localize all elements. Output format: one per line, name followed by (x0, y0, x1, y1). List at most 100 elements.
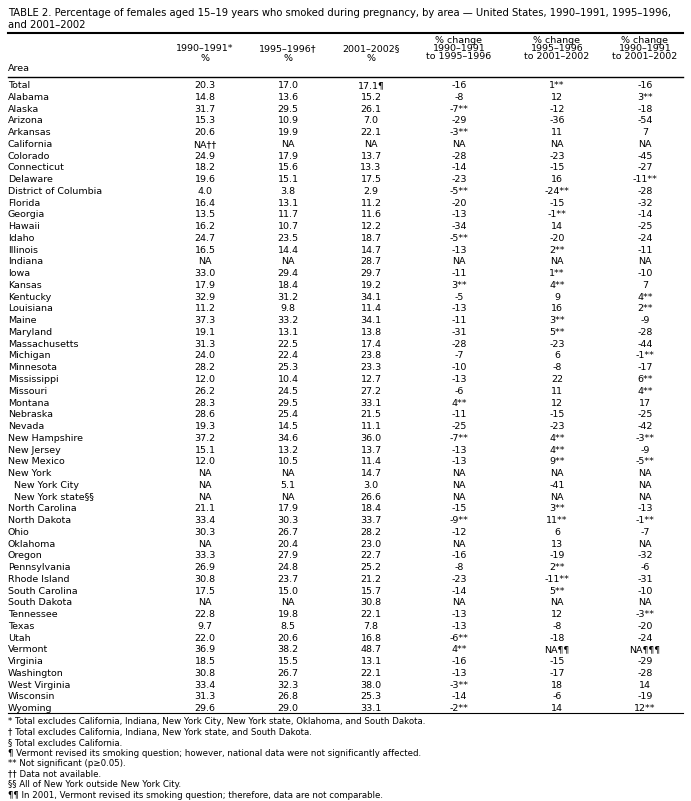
Text: Texas: Texas (8, 622, 35, 631)
Text: -7**: -7** (450, 104, 468, 114)
Text: -25: -25 (451, 422, 466, 431)
Text: NA: NA (452, 493, 466, 501)
Text: ** Not significant (p≥0.05).: ** Not significant (p≥0.05). (8, 759, 126, 768)
Text: Missouri: Missouri (8, 387, 47, 396)
Text: -11**: -11** (545, 575, 569, 584)
Text: -1**: -1** (636, 516, 654, 525)
Text: NA: NA (452, 540, 466, 549)
Text: 1**: 1** (549, 81, 565, 90)
Text: NA: NA (550, 257, 564, 267)
Text: -7: -7 (641, 528, 650, 537)
Text: 33.0: 33.0 (194, 269, 216, 278)
Text: 17.9: 17.9 (194, 281, 216, 290)
Text: 16.5: 16.5 (194, 246, 216, 255)
Text: 4**: 4** (451, 646, 466, 654)
Text: -13: -13 (451, 304, 466, 313)
Text: Kansas: Kansas (8, 281, 41, 290)
Text: 15.0: 15.0 (278, 586, 299, 596)
Text: -15: -15 (451, 505, 466, 513)
Text: -27: -27 (637, 163, 653, 172)
Text: NA: NA (638, 140, 652, 149)
Text: 3**: 3** (451, 281, 467, 290)
Text: 14.7: 14.7 (361, 246, 381, 255)
Text: -13: -13 (451, 622, 466, 631)
Text: 13.8: 13.8 (361, 328, 381, 337)
Text: District of Columbia: District of Columbia (8, 187, 102, 195)
Text: 19.8: 19.8 (278, 610, 299, 619)
Text: -10: -10 (637, 586, 653, 596)
Text: 23.8: 23.8 (361, 352, 381, 360)
Text: 17.5: 17.5 (194, 586, 216, 596)
Text: 15.7: 15.7 (361, 586, 381, 596)
Text: 17.5: 17.5 (361, 175, 381, 184)
Text: -25: -25 (637, 222, 653, 231)
Text: 20.6: 20.6 (278, 634, 299, 642)
Text: † Total excludes California, Indiana, New York state, and South Dakota.: † Total excludes California, Indiana, Ne… (8, 727, 312, 736)
Text: -9: -9 (641, 316, 650, 325)
Text: 28.2: 28.2 (194, 363, 216, 372)
Text: NA: NA (364, 140, 378, 149)
Text: 11.1: 11.1 (361, 422, 381, 431)
Text: Total: Total (8, 81, 30, 90)
Text: 11.4: 11.4 (361, 457, 381, 466)
Text: 37.3: 37.3 (194, 316, 216, 325)
Text: 12.2: 12.2 (361, 222, 381, 231)
Text: 14.8: 14.8 (194, 93, 216, 102)
Text: 21.1: 21.1 (194, 505, 216, 513)
Text: -24: -24 (637, 234, 653, 243)
Text: NA: NA (198, 481, 211, 490)
Text: Mississippi: Mississippi (8, 375, 59, 384)
Text: 19.6: 19.6 (194, 175, 216, 184)
Text: 9: 9 (554, 292, 560, 302)
Text: Tennessee: Tennessee (8, 610, 57, 619)
Text: Area: Area (8, 64, 30, 73)
Text: 26.1: 26.1 (361, 104, 381, 114)
Text: -6: -6 (552, 693, 562, 702)
Text: Hawaii: Hawaii (8, 222, 40, 231)
Text: -19: -19 (549, 551, 565, 561)
Text: Montana: Montana (8, 399, 49, 408)
Text: -3**: -3** (450, 128, 468, 137)
Text: -13: -13 (451, 211, 466, 219)
Text: Nebraska: Nebraska (8, 410, 53, 419)
Text: California: California (8, 140, 53, 149)
Text: NA¶¶¶: NA¶¶¶ (630, 646, 661, 654)
Text: 30.3: 30.3 (277, 516, 299, 525)
Text: TABLE 2. Percentage of females aged 15–19 years who smoked during pregnancy, by : TABLE 2. Percentage of females aged 15–1… (8, 8, 671, 18)
Text: 26.9: 26.9 (194, 563, 216, 572)
Text: -15: -15 (549, 199, 565, 207)
Text: 11.7: 11.7 (278, 211, 299, 219)
Text: Washington: Washington (8, 669, 64, 678)
Text: 38.2: 38.2 (278, 646, 299, 654)
Text: 19.9: 19.9 (278, 128, 299, 137)
Text: NA¶¶: NA¶¶ (545, 646, 569, 654)
Text: 15.3: 15.3 (194, 116, 216, 125)
Text: -31: -31 (451, 328, 466, 337)
Text: -6: -6 (641, 563, 650, 572)
Text: -20: -20 (637, 622, 653, 631)
Text: § Total excludes California.: § Total excludes California. (8, 738, 122, 747)
Text: 30.8: 30.8 (194, 575, 216, 584)
Text: -12: -12 (451, 528, 466, 537)
Text: 10.4: 10.4 (278, 375, 299, 384)
Text: -42: -42 (637, 422, 653, 431)
Text: 15.5: 15.5 (278, 657, 299, 666)
Text: 21.2: 21.2 (361, 575, 381, 584)
Text: 22.1: 22.1 (361, 128, 381, 137)
Text: 18.2: 18.2 (194, 163, 216, 172)
Text: -34: -34 (451, 222, 466, 231)
Text: NA: NA (452, 598, 466, 607)
Text: New Mexico: New Mexico (8, 457, 65, 466)
Text: 13.6: 13.6 (278, 93, 299, 102)
Text: -23: -23 (549, 151, 565, 160)
Text: and 2001–2002: and 2001–2002 (8, 20, 86, 30)
Text: -32: -32 (637, 199, 653, 207)
Text: 32.9: 32.9 (194, 292, 216, 302)
Text: 18.4: 18.4 (278, 281, 299, 290)
Text: Minnesota: Minnesota (8, 363, 57, 372)
Text: -1**: -1** (547, 211, 567, 219)
Text: North Dakota: North Dakota (8, 516, 71, 525)
Text: Arkansas: Arkansas (8, 128, 52, 137)
Text: 16: 16 (551, 304, 563, 313)
Text: -29: -29 (637, 657, 653, 666)
